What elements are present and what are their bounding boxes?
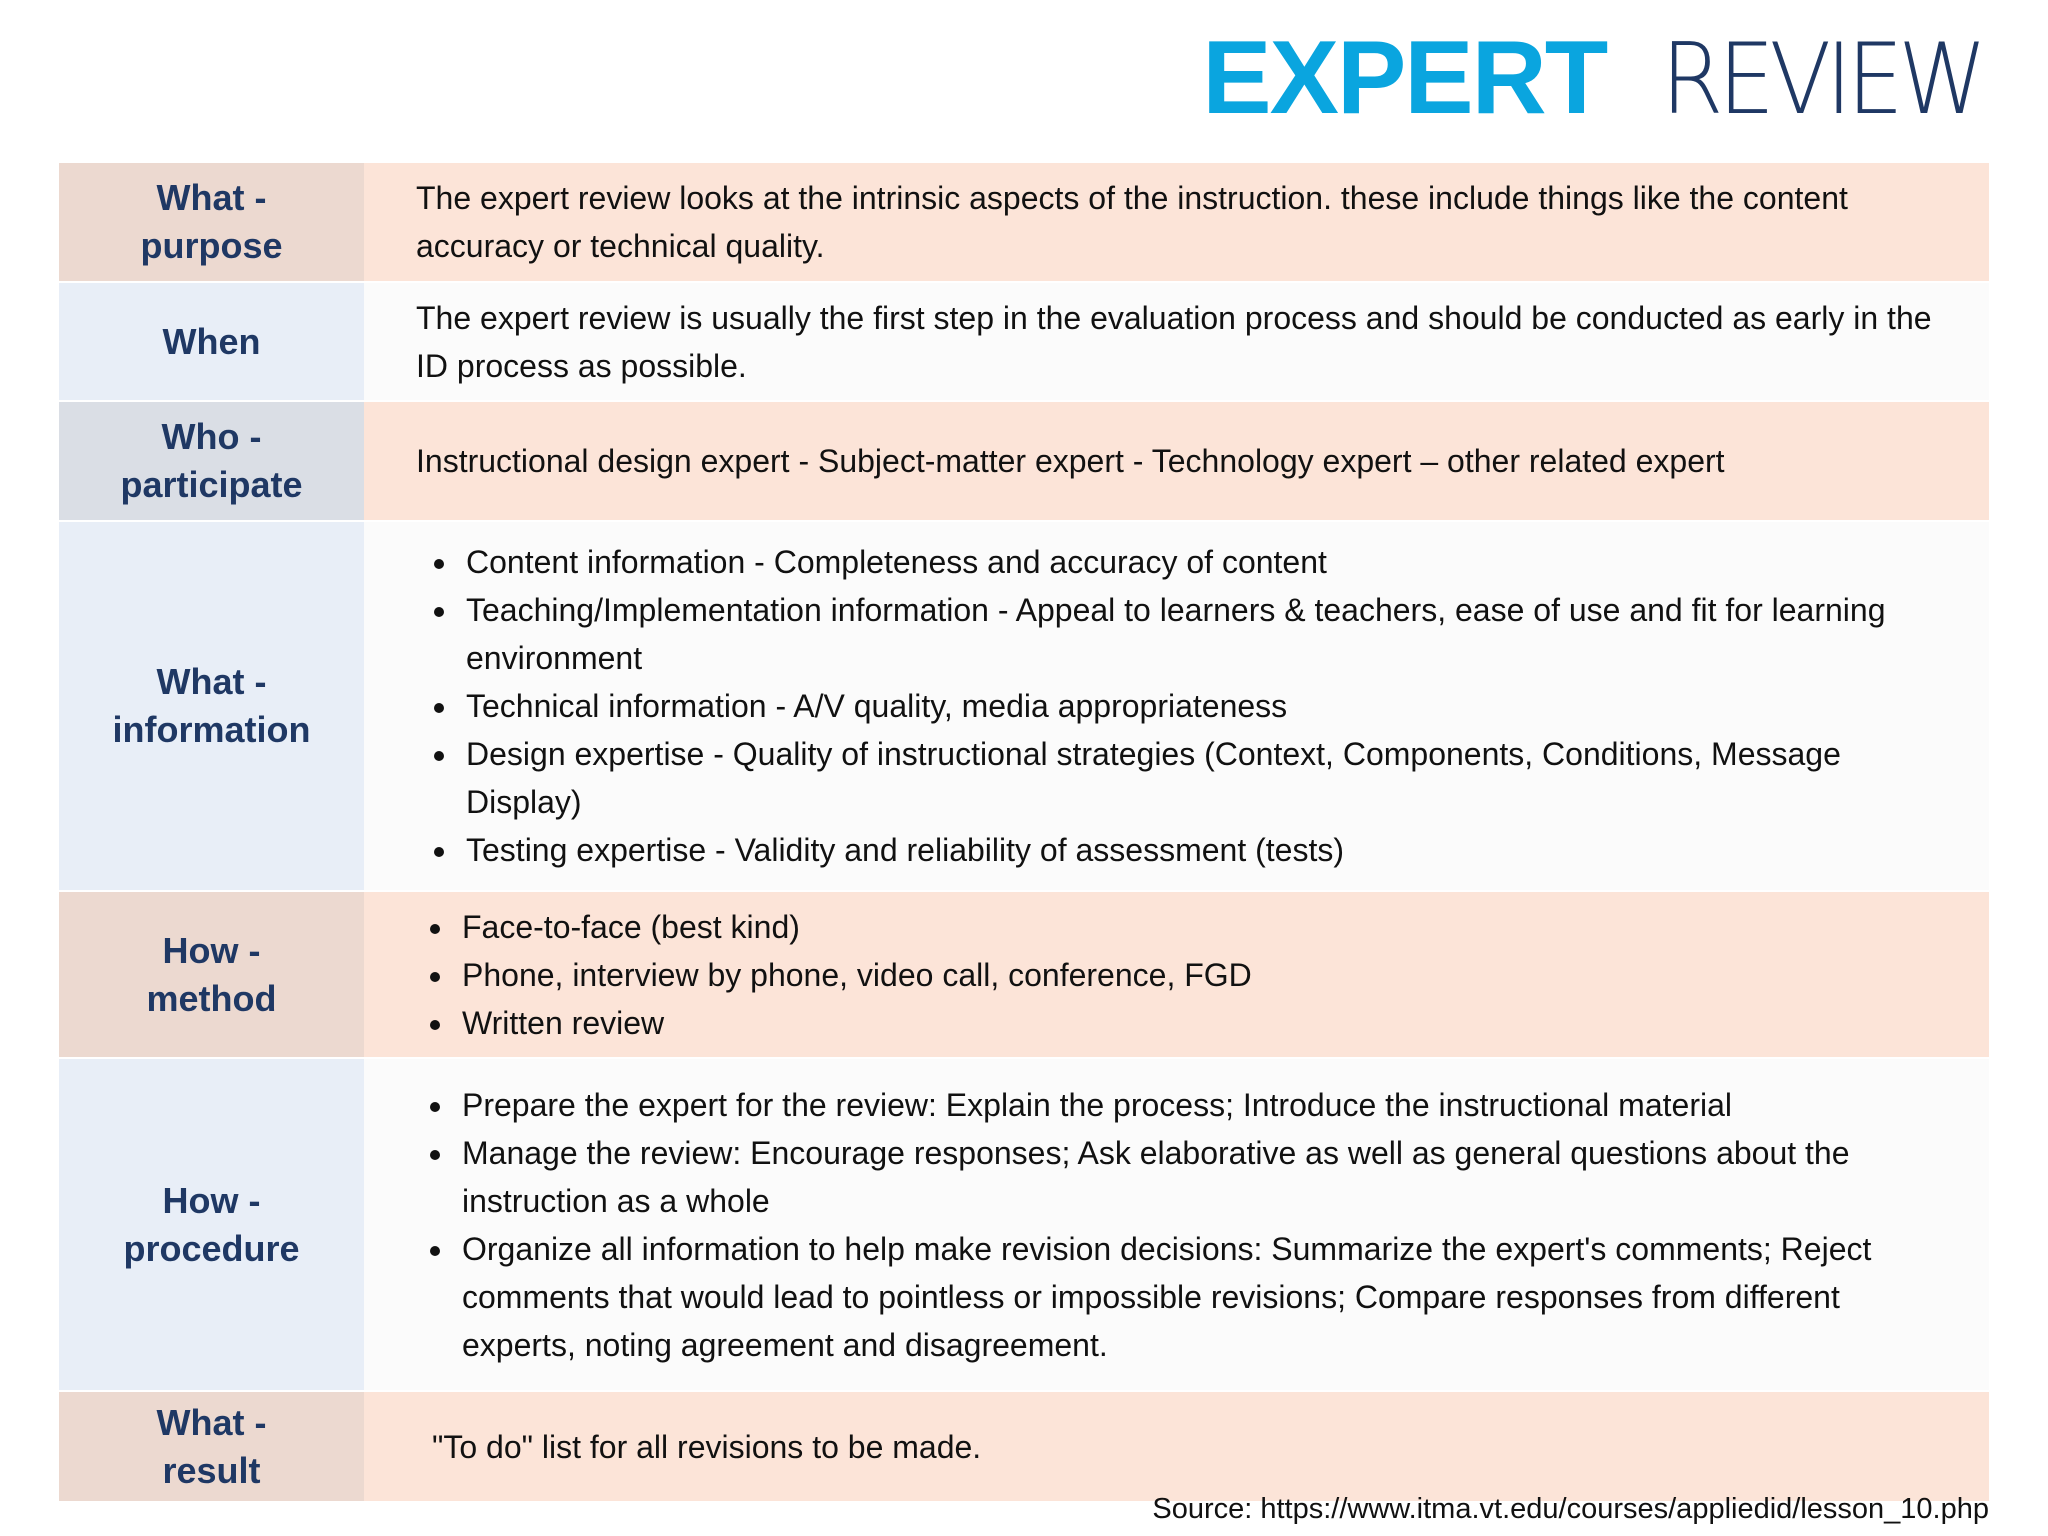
row-label: How - procedure [59,1059,364,1390]
table-row: What - information Content information - … [59,522,1989,892]
bullet-item: Testing expertise - Validity and reliabi… [460,826,1953,874]
table: What - purpose The expert review looks at… [59,163,1989,1503]
bullet-item: Face-to-face (best kind) [456,903,1252,951]
row-text: Instructional design expert - Subject-ma… [416,443,1725,479]
table-row: Who - participate Instructional design ex… [59,402,1989,522]
title-light: REVIEW [1661,23,1987,137]
row-label: Who - participate [59,402,364,520]
bullet-list: Content information - Completeness and a… [416,538,1953,874]
row-label: What - result [59,1392,364,1501]
table-row: How - procedure Prepare the expert for th… [59,1059,1989,1392]
bullet-list: Prepare the expert for the review: Expla… [416,1081,1953,1369]
bullet-item: Prepare the expert for the review: Expla… [456,1081,1953,1129]
table-row: When The expert review is usually the fir… [59,283,1989,402]
table-row: How - method Face-to-face (best kind)Phon… [59,892,1989,1059]
row-label: What - purpose [59,163,364,281]
bullet-item: Organize all information to help make re… [456,1225,1953,1369]
row-text: The expert review is usually the first s… [416,299,1932,384]
bullet-item: Written review [456,999,1252,1047]
row-content: Prepare the expert for the review: Expla… [364,1059,1989,1390]
bullet-item: Phone, interview by phone, video call, c… [456,951,1252,999]
row-content: The expert review is usually the first s… [364,283,1989,400]
title-bold: EXPERT [1202,20,1608,136]
row-label: What - information [59,522,364,890]
table-row: What - purpose The expert review looks at… [59,163,1989,283]
title: EXPERT REVIEW [1202,18,1987,140]
bullet-list: Face-to-face (best kind)Phone, interview… [416,903,1252,1047]
row-content: Face-to-face (best kind)Phone, interview… [364,892,1989,1057]
bullet-item: Technical information - A/V quality, med… [460,682,1953,730]
row-content: "To do" list for all revisions to be mad… [364,1392,1989,1501]
row-label: When [59,283,364,400]
table-row: What - result "To do" list for all revisi… [59,1392,1989,1503]
bullet-item: Design expertise - Quality of instructio… [460,730,1953,826]
row-label: How - method [59,892,364,1057]
bullet-item: Teaching/Implementation information - Ap… [460,586,1953,682]
bullet-item: Content information - Completeness and a… [460,538,1953,586]
source: Source: https://www.itma.vt.edu/courses/… [1152,1493,1989,1525]
row-text: The expert review looks at the intrinsic… [416,180,1848,264]
row-content: Content information - Completeness and a… [364,522,1989,890]
bullet-item: Manage the review: Encourage responses; … [456,1129,1953,1225]
row-text: "To do" list for all revisions to be mad… [432,1428,982,1465]
row-content: The expert review looks at the intrinsic… [364,163,1989,281]
row-content: Instructional design expert - Subject-ma… [364,402,1989,520]
